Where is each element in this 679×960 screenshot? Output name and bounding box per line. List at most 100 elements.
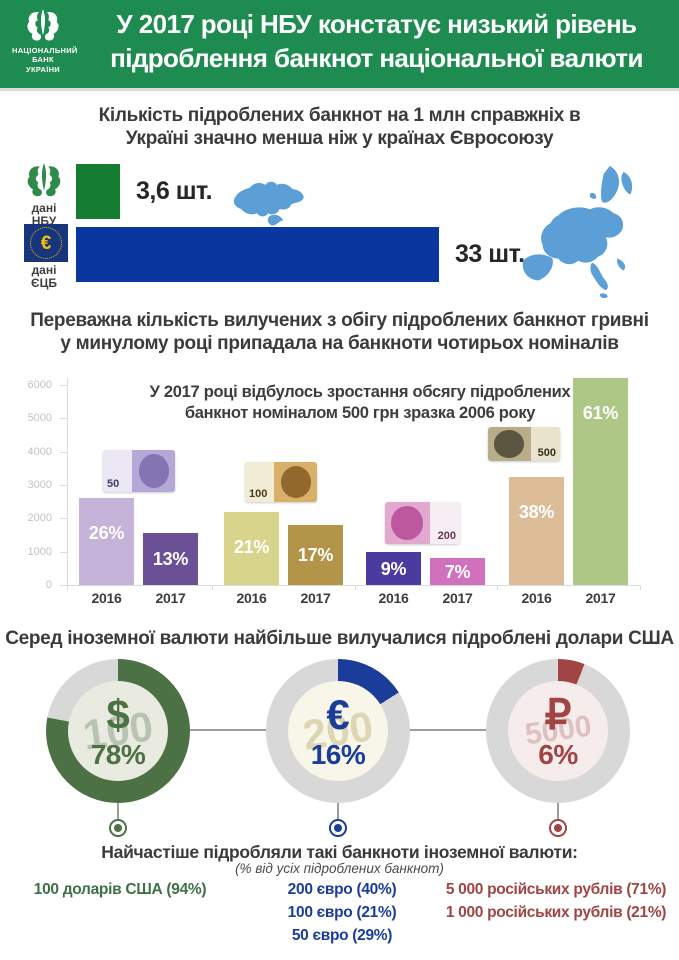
x-year-label: 2017 bbox=[300, 590, 331, 606]
header-banner: НАЦІОНАЛЬНИЙ БАНК УКРАЇНИ У 2017 році НБ… bbox=[0, 0, 679, 88]
breakdown-line: 50 євро (29%) bbox=[291, 927, 393, 944]
banknote-portrait bbox=[139, 454, 170, 488]
x-year-label: 2017 bbox=[155, 590, 186, 606]
x-axis-line bbox=[67, 585, 640, 586]
comparison-title-line2: Україні значно менша ніж у країнах Єврос… bbox=[125, 128, 554, 150]
banknote-light-field bbox=[245, 462, 274, 502]
breakdown-column: 200 євро (40%) 100 євро (21%) 50 євро (29%… bbox=[240, 878, 444, 947]
bar-50-2017: 13% bbox=[143, 533, 198, 585]
x-year-label: 2017 bbox=[585, 590, 616, 606]
banknote-light-field bbox=[531, 427, 560, 461]
y-tick-mark bbox=[60, 451, 67, 453]
долари США-donut-center: 100 $78% bbox=[68, 681, 168, 781]
bar-percent-label: 13% bbox=[152, 549, 189, 569]
bar-500-2016: 38% bbox=[509, 477, 564, 585]
євро-marker bbox=[329, 819, 347, 837]
banknote-portrait bbox=[493, 430, 524, 458]
євро-donut-center: 200 €16% bbox=[288, 681, 388, 781]
євро-donut-ring: 200 €16% bbox=[266, 659, 410, 803]
marker-dot bbox=[114, 824, 122, 832]
bar-100-2016: 21% bbox=[224, 512, 279, 585]
bar-100-2017: 17% bbox=[288, 525, 343, 585]
breakdown-column: 100 доларів США (94%) bbox=[8, 878, 232, 901]
breakdown-note: (% від усіх підроблених банкнот) bbox=[235, 861, 444, 876]
y-tick-label: 6000 bbox=[27, 379, 52, 391]
donut-percent-label: 78% bbox=[90, 738, 146, 770]
donut-percent-label: 6% bbox=[538, 738, 578, 770]
marker-dot bbox=[334, 824, 342, 832]
hryvnia-title-line1: Переважна кількість вилучених з обігу пі… bbox=[30, 310, 649, 331]
hryvnia-section-title: Переважна кількість вилучених з обігу пі… bbox=[0, 309, 679, 355]
x-year-label: 2016 bbox=[236, 590, 267, 606]
comparison-section-title: Кількість підроблених банкнот на 1 млн с… bbox=[0, 104, 679, 150]
eu-map-icon bbox=[522, 165, 633, 299]
euro-sign-icon: € bbox=[326, 690, 350, 738]
ukraine-counterfeit-bar bbox=[76, 164, 120, 219]
breakdown-column: 5 000 російських рублів (71%) 1 000 росій… bbox=[438, 878, 674, 924]
marker-dot bbox=[554, 824, 562, 832]
nbu-logo: НАЦІОНАЛЬНИЙ БАНК УКРАЇНИ bbox=[12, 4, 78, 84]
bar-percent-label: 17% bbox=[297, 545, 334, 565]
banknote-denomination: 200 bbox=[437, 530, 456, 542]
donut-connector-line bbox=[410, 729, 486, 731]
eu-bar-value: 33 шт. bbox=[455, 240, 525, 268]
y-tick-mark bbox=[60, 385, 67, 386]
hryvnia-bar-chart: У 2017 році відбулось зростання обсягу п… bbox=[0, 366, 679, 606]
x-year-label: 2017 bbox=[442, 590, 473, 606]
bar-50-2016: 26% bbox=[79, 498, 134, 585]
donut-stem-line bbox=[337, 803, 339, 819]
nbu-logo-caption: НАЦІОНАЛЬНИЙ БАНК УКРАЇНИ bbox=[12, 46, 78, 74]
ecb-source-label: дані ЄЦБ bbox=[31, 263, 57, 290]
y-tick-label: 5000 bbox=[27, 412, 52, 425]
y-tick-mark bbox=[60, 585, 67, 586]
ecb-logo-icon: € bbox=[24, 224, 68, 262]
nbu-source-icon bbox=[20, 160, 68, 202]
x-axis-group-tick bbox=[640, 585, 641, 590]
hryvnia-title-line2: у минулому році припадала на банкноти чо… bbox=[60, 333, 619, 355]
page-title: У 2017 році НБУ констатує низький рівень… bbox=[80, 8, 673, 76]
російські рублі-marker bbox=[549, 819, 567, 837]
ukraine-map-icon bbox=[233, 181, 304, 226]
bar-percent-label: 61% bbox=[582, 403, 619, 423]
banknote-light-field bbox=[430, 502, 460, 544]
x-axis-group-tick bbox=[497, 585, 498, 590]
російські рублі-donut-ring: 5000 ₽6% bbox=[486, 659, 630, 803]
eu-counterfeit-bar bbox=[76, 227, 439, 282]
x-axis-group-tick bbox=[355, 585, 356, 590]
y-tick-mark bbox=[60, 518, 67, 520]
comparison-title-line1: Кількість підроблених банкнот на 1 млн с… bbox=[98, 105, 581, 126]
banknote-portrait bbox=[391, 506, 423, 540]
y-tick-label: 3000 bbox=[27, 479, 52, 491]
bar-200-2017: 7% bbox=[430, 558, 485, 585]
bar-percent-label: 38% bbox=[518, 502, 555, 522]
y-tick-label: 0 bbox=[45, 579, 52, 591]
bar-percent-label: 26% bbox=[88, 523, 125, 543]
banknote-50-image: 50 bbox=[103, 450, 175, 492]
dollar-sign-icon: $ bbox=[106, 690, 130, 738]
x-year-label: 2016 bbox=[521, 590, 552, 606]
banknote-light-field bbox=[103, 450, 132, 492]
banknote-denomination: 50 bbox=[107, 478, 120, 490]
y-axis-line bbox=[67, 378, 68, 585]
page-title-line2: підроблення банкнот національної валюти bbox=[110, 42, 643, 73]
breakdown-line: 100 євро (21%) bbox=[287, 904, 397, 921]
долари США-marker bbox=[109, 819, 127, 837]
y-tick-mark bbox=[60, 551, 67, 553]
banknote-200-image: 200 bbox=[385, 502, 460, 544]
nbu-emblem-icon bbox=[27, 8, 59, 41]
banknote-500-image: 500 bbox=[488, 427, 560, 461]
bar-percent-label: 21% bbox=[233, 537, 270, 557]
banknote-100-image: 100 bbox=[245, 462, 317, 502]
foreign-currency-section-title: Серед іноземної валюти найбільше вилучал… bbox=[5, 628, 674, 649]
donut-connector-line bbox=[190, 729, 266, 731]
header-divider bbox=[0, 88, 679, 91]
долари США-donut-ring: 100 $78% bbox=[46, 659, 190, 803]
donut-stem-line bbox=[117, 803, 119, 819]
breakdown-title: Найчастіше підробляли такі банкноти іноз… bbox=[101, 842, 578, 862]
banknote-denomination: 500 bbox=[537, 447, 556, 459]
euro-glyph: € bbox=[40, 232, 52, 254]
bar-percent-label: 9% bbox=[380, 558, 407, 579]
y-tick-mark bbox=[60, 485, 67, 486]
y-tick-label: 1000 bbox=[27, 545, 52, 558]
